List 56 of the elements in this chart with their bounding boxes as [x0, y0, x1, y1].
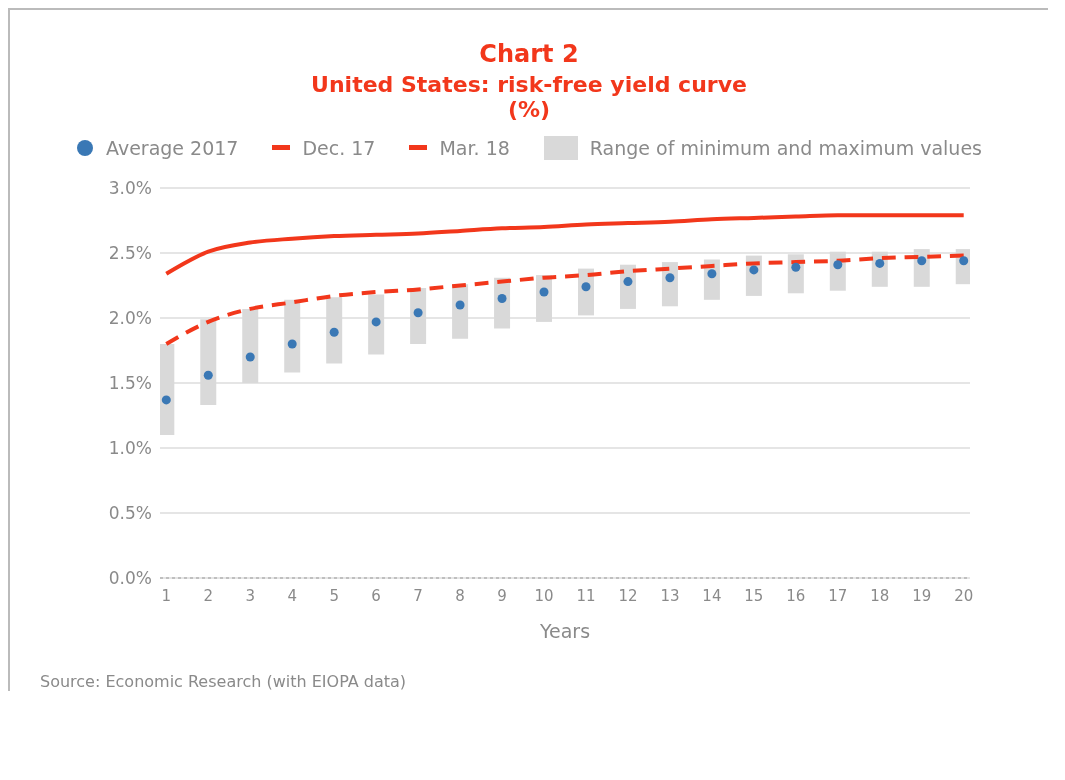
point — [161, 395, 171, 405]
x-tick-label: 6 — [371, 586, 381, 605]
point — [455, 300, 465, 310]
x-tick-label: 15 — [744, 586, 764, 605]
x-tick-label: 2 — [203, 586, 214, 605]
point — [623, 277, 633, 287]
x-tick-label: 12 — [618, 586, 638, 605]
x-tick-label: 18 — [870, 586, 890, 605]
chart-title: Chart 2 — [478, 40, 580, 68]
x-tick-label: 13 — [660, 586, 680, 605]
point — [959, 256, 969, 266]
x-tick-label: 7 — [413, 586, 423, 605]
source-note: Source: Economic Research (with EIOPA data) — [40, 672, 408, 691]
x-tick-label: 1 — [161, 586, 172, 605]
point — [413, 308, 423, 318]
x-tick-label: 16 — [786, 586, 806, 605]
point — [371, 317, 381, 327]
x-tick-label: 19 — [912, 586, 932, 605]
x-tick-label: 20 — [954, 586, 974, 605]
y-tick-label: 0.0% — [108, 568, 152, 589]
legend-label: Range of minimum and maximum values — [589, 137, 982, 159]
y-tick-label: 1.0% — [108, 438, 152, 459]
x-tick-label: 8 — [455, 586, 465, 605]
point — [329, 327, 339, 337]
line-series — [164, 213, 966, 276]
point — [581, 282, 591, 292]
x-tick-label: 9 — [497, 586, 507, 605]
point — [707, 269, 717, 279]
legend-label: Average 2017 — [106, 137, 239, 159]
point — [287, 339, 297, 349]
y-tick-label: 2.5% — [108, 243, 152, 264]
point — [749, 265, 759, 275]
point — [539, 287, 549, 297]
legend-label: Mar. 18 — [439, 137, 510, 159]
x-axis-title: Years — [538, 620, 591, 642]
legend-label: Dec. 17 — [302, 137, 376, 159]
x-tick-label: 14 — [702, 586, 722, 605]
point — [917, 256, 927, 266]
y-tick-label: 1.5% — [108, 373, 152, 394]
point — [791, 262, 801, 272]
x-tick-label: 17 — [828, 586, 848, 605]
point — [497, 293, 507, 304]
point — [833, 260, 843, 270]
y-tick-label: 3.0% — [108, 178, 152, 199]
y-tick-label: 2.0% — [108, 308, 152, 329]
y-tick-label: 0.5% — [108, 503, 152, 524]
x-tick-label: 5 — [329, 586, 339, 605]
point — [875, 258, 885, 268]
point — [665, 273, 675, 283]
point — [245, 352, 255, 362]
chart-subtitle: United States: risk-free yield curve (%) — [310, 72, 748, 122]
x-tick-label: 3 — [245, 586, 256, 605]
x-tick-label: 4 — [287, 586, 297, 605]
x-tick-label: 11 — [576, 586, 596, 605]
point — [203, 370, 213, 380]
x-tick-label: 10 — [534, 586, 554, 605]
